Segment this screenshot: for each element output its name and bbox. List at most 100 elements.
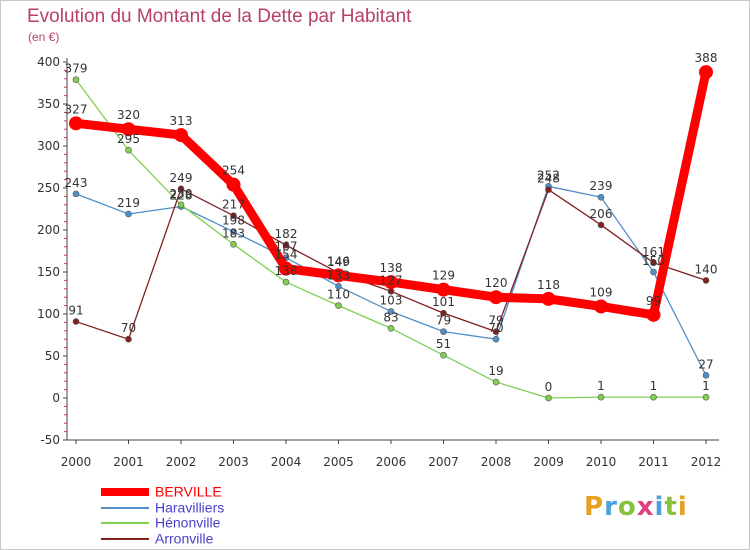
- data-label: 83: [383, 310, 398, 324]
- data-point: [282, 241, 290, 249]
- data-label: 183: [222, 226, 245, 240]
- data-label: 150: [642, 254, 665, 268]
- legend-label: Arronville: [155, 530, 214, 547]
- data-label: 228: [170, 188, 193, 202]
- y-tick-label: 150: [37, 265, 60, 279]
- data-point: [702, 372, 710, 379]
- data-point: [177, 185, 185, 193]
- data-label: 1: [702, 379, 710, 393]
- data-point: [489, 290, 503, 305]
- legend-item: Hénonville: [101, 515, 224, 531]
- data-label: 140: [695, 262, 718, 276]
- data-label: 252: [537, 168, 560, 182]
- data-label: 388: [695, 51, 718, 65]
- data-label: 295: [117, 132, 140, 146]
- y-tick-label: 0: [52, 391, 60, 405]
- data-label: 161: [642, 245, 665, 259]
- data-label: 110: [327, 288, 350, 302]
- data-label: 127: [380, 273, 403, 287]
- y-tick-label: 250: [37, 181, 60, 195]
- y-tick-label: 400: [37, 55, 60, 69]
- legend-label: Hénonville: [155, 514, 221, 531]
- data-point: [597, 221, 605, 229]
- data-label: 79: [436, 314, 451, 328]
- x-tick-label: 2009: [533, 455, 564, 469]
- data-point: [230, 228, 237, 235]
- legend-item: BERVILLE: [101, 484, 224, 500]
- data-point: [335, 282, 342, 290]
- data-point: [646, 307, 661, 322]
- logo-letter: i: [654, 492, 665, 522]
- data-label: 138: [380, 261, 403, 275]
- data-label: 133: [327, 268, 350, 282]
- x-tick-label: 2001: [113, 455, 144, 469]
- data-point: [387, 324, 395, 332]
- data-label: 120: [485, 276, 508, 290]
- y-tick-label: 200: [37, 223, 60, 237]
- data-point: [174, 128, 188, 143]
- data-point: [650, 259, 657, 267]
- data-point: [279, 261, 293, 276]
- y-tick-label: 300: [37, 139, 60, 153]
- data-label: 249: [170, 171, 193, 185]
- data-label: 70: [121, 321, 136, 335]
- y-tick-label: 100: [37, 307, 60, 321]
- data-point: [597, 393, 605, 401]
- data-point: [125, 335, 132, 343]
- data-point: [72, 76, 80, 83]
- data-label: 101: [432, 295, 455, 309]
- proxiti-logo: Proxiti: [584, 492, 688, 522]
- y-tick-label: 350: [37, 97, 60, 111]
- x-tick-label: 2002: [166, 455, 197, 469]
- legend-item: Haravilliers: [101, 499, 224, 516]
- data-label: 219: [117, 196, 140, 210]
- legend-swatch: [101, 506, 149, 509]
- x-tick-label: 2008: [481, 455, 512, 469]
- data-point: [335, 302, 342, 309]
- data-label: 138: [275, 264, 298, 278]
- data-point: [384, 275, 398, 290]
- data-label: 1: [650, 379, 658, 393]
- data-point: [72, 190, 80, 198]
- logo-letter: r: [604, 492, 618, 522]
- data-point: [597, 193, 605, 201]
- data-point: [121, 122, 136, 137]
- x-tick-label: 2000: [61, 455, 92, 469]
- data-label: 129: [432, 269, 455, 283]
- data-label: 320: [117, 108, 140, 122]
- legend-label: BERVILLE: [155, 483, 222, 500]
- data-point: [125, 146, 132, 154]
- data-label: 313: [170, 114, 193, 128]
- data-point: [650, 393, 657, 401]
- x-tick-label: 2007: [428, 455, 459, 469]
- data-point: [702, 393, 710, 401]
- data-point: [230, 212, 237, 220]
- data-label: 149: [327, 255, 350, 269]
- data-point: [177, 201, 185, 209]
- x-tick-label: 2010: [586, 455, 617, 469]
- x-tick-label: 2012: [691, 455, 722, 469]
- data-label: 51: [436, 337, 451, 351]
- data-point: [230, 240, 237, 248]
- data-label: 248: [537, 172, 560, 186]
- x-tick-label: 2005: [323, 455, 354, 469]
- data-label: 27: [698, 357, 713, 371]
- chart-title: Evolution du Montant de la Dette par Hab…: [27, 6, 412, 27]
- logo-letter: x: [636, 492, 655, 522]
- data-label: 379: [65, 62, 88, 76]
- y-tick-label: 50: [45, 349, 60, 363]
- data-label: 327: [65, 102, 88, 116]
- data-label: 103: [380, 293, 403, 307]
- logo-letter: o: [617, 492, 637, 522]
- data-point: [72, 318, 80, 325]
- data-point: [492, 378, 500, 386]
- data-label: 118: [537, 278, 560, 292]
- data-point: [594, 299, 608, 314]
- data-point: [387, 308, 395, 315]
- logo-letter: i: [677, 492, 688, 522]
- data-label: 99: [646, 294, 661, 308]
- data-label: 239: [590, 179, 613, 193]
- data-point: [545, 394, 552, 402]
